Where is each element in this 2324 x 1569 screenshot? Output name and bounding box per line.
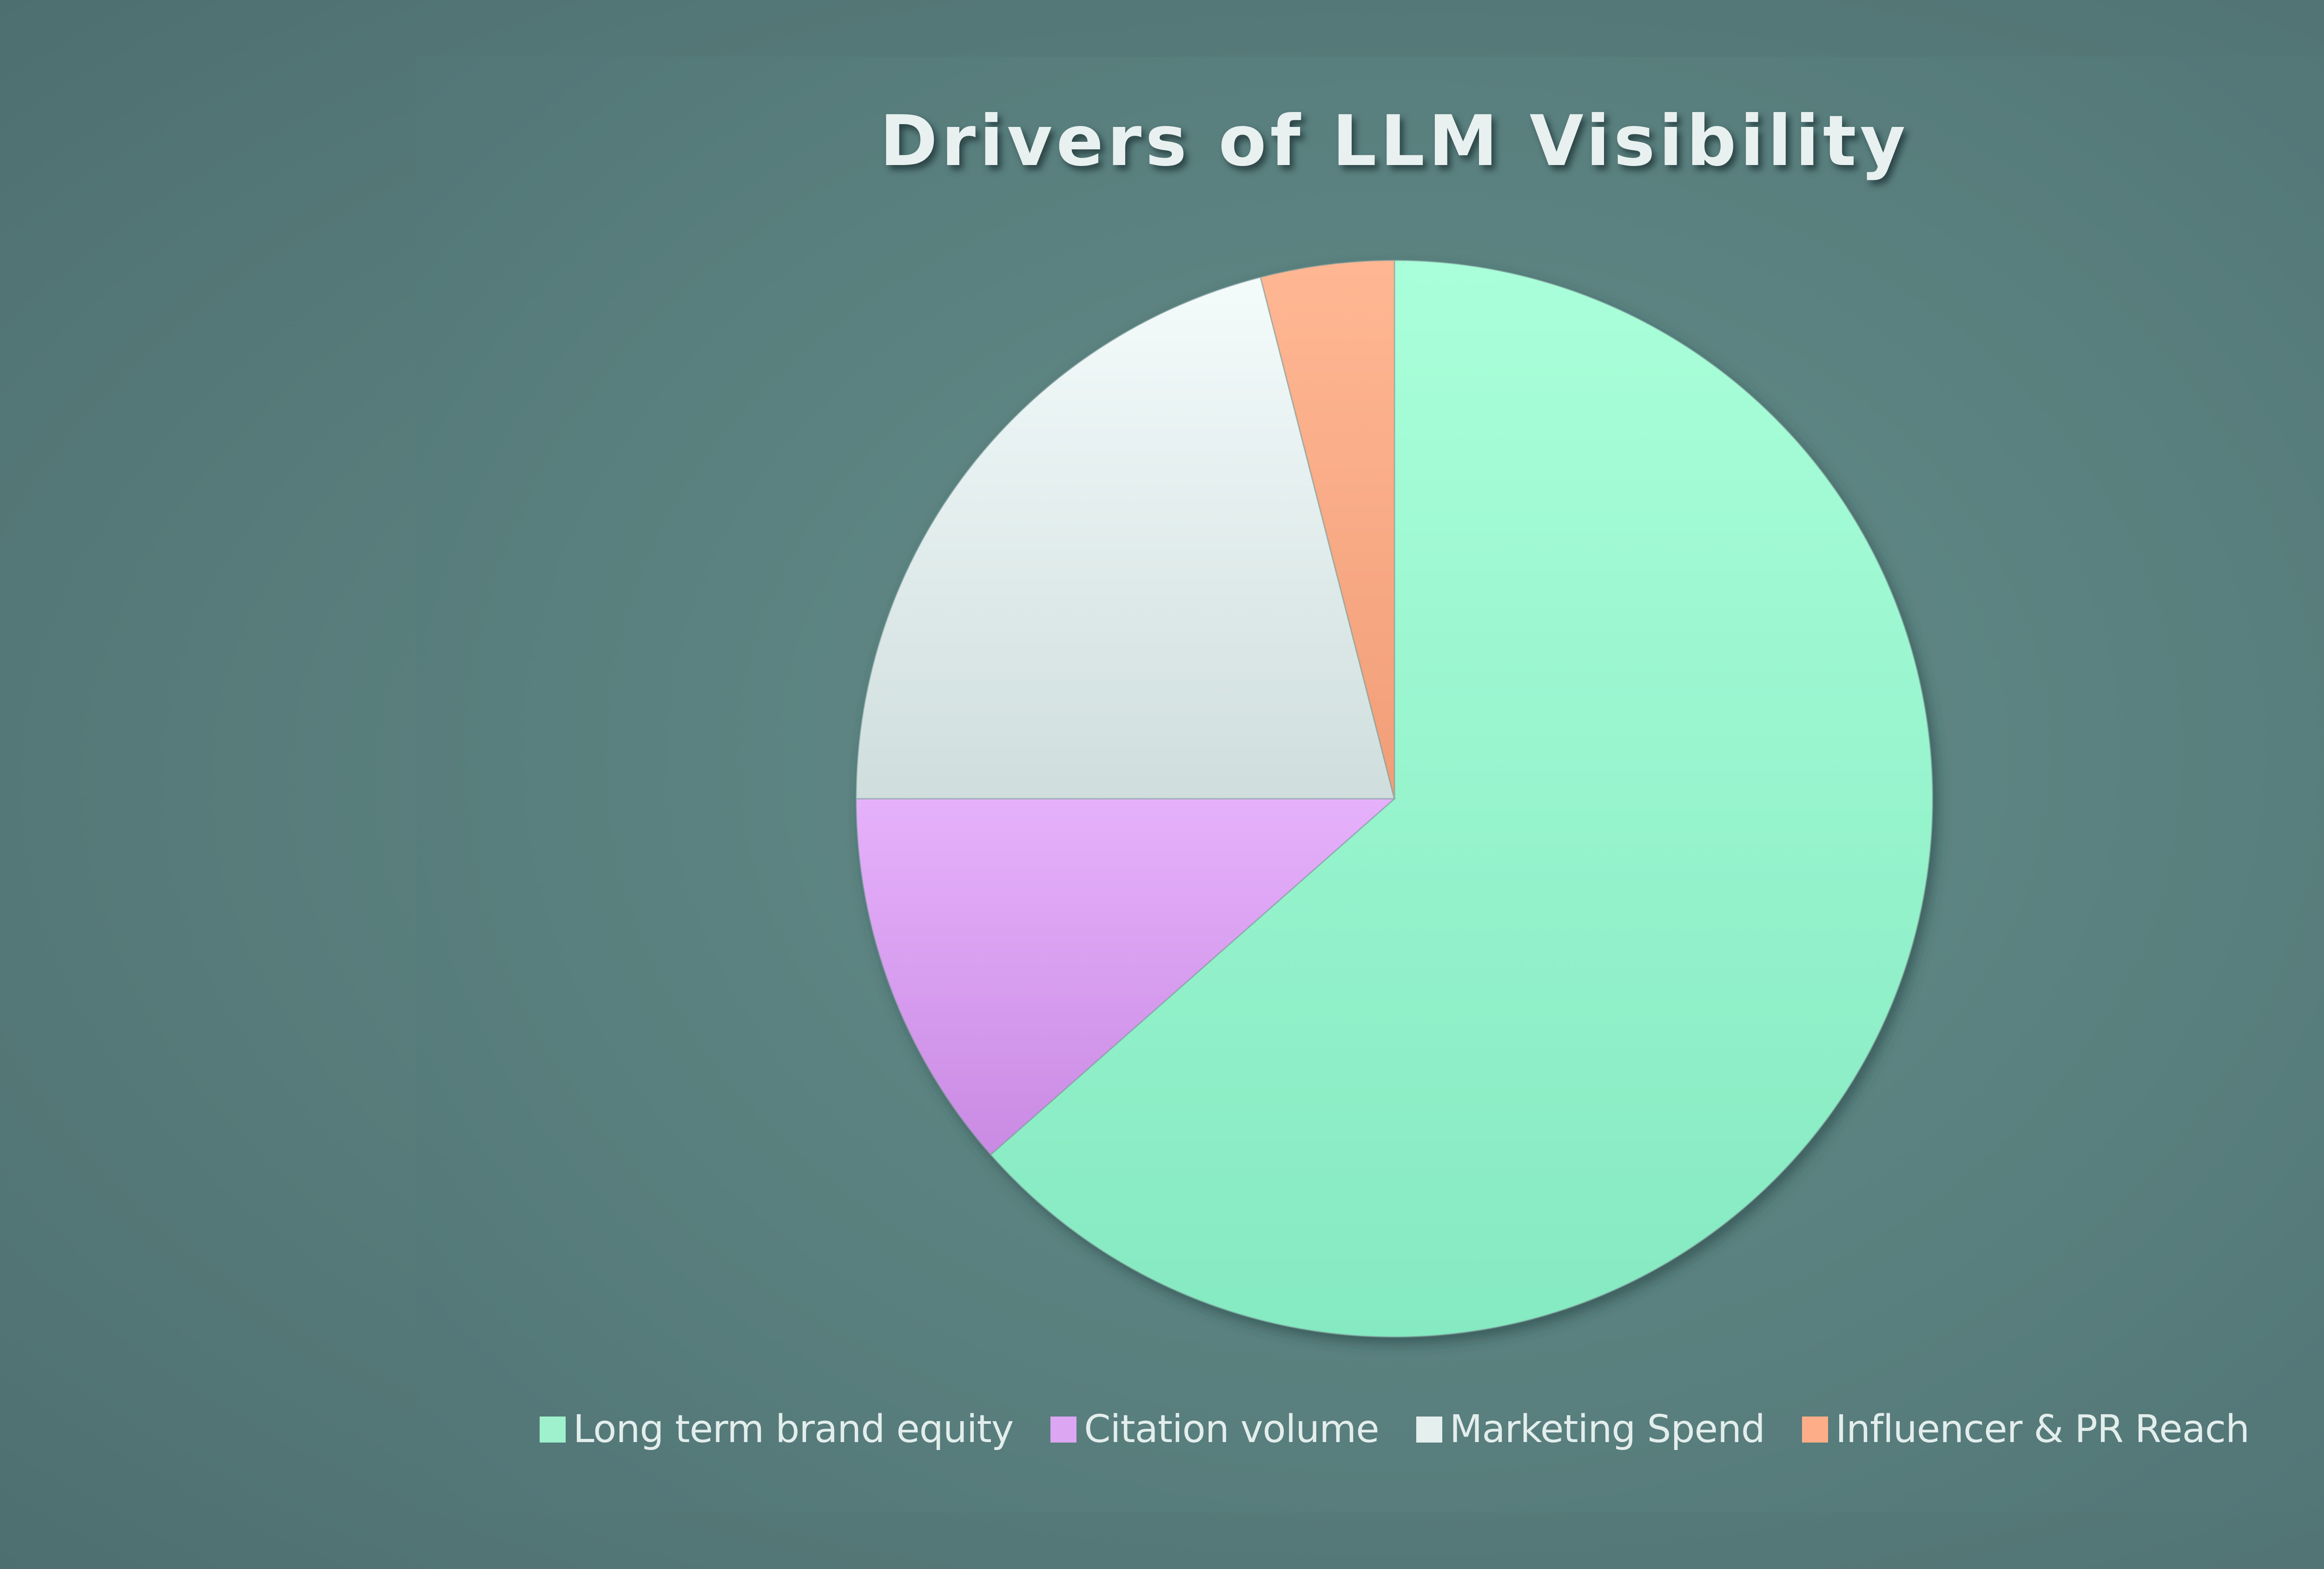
legend-label-citation-volume: Citation volume	[1084, 1407, 1379, 1451]
legend-swatch-influencer-pr-reach	[1802, 1416, 1828, 1443]
legend-swatch-marketing-spend	[1416, 1416, 1442, 1443]
legend-label-marketing-spend: Marketing Spend	[1449, 1407, 1765, 1451]
legend: Long term brand equity Citation volume M…	[416, 1407, 2324, 1451]
chart-title: Drivers of LLM Visibility	[879, 101, 1909, 182]
pie-slice-marketing-spend	[855, 276, 1395, 800]
legend-item-citation-volume: Citation volume	[1050, 1407, 1380, 1451]
pie-slice-influencer-pr-reach	[1260, 259, 1395, 799]
pie-slice-citation-volume	[855, 798, 1396, 1156]
legend-label-long-term-brand-equity: Long term brand equity	[573, 1407, 1014, 1451]
pie-slice-long-term-brand-equity	[990, 259, 1934, 1338]
legend-swatch-long-term-brand-equity	[539, 1416, 566, 1443]
legend-swatch-citation-volume	[1050, 1416, 1077, 1443]
pie-chart	[855, 259, 1934, 1338]
legend-item-long-term-brand-equity: Long term brand equity	[539, 1407, 1014, 1451]
legend-label-influencer-pr-reach: Influencer & PR Reach	[1835, 1407, 2250, 1451]
chart-area: Drivers of LLM Visibility	[416, 57, 2324, 1512]
legend-item-marketing-spend: Marketing Spend	[1416, 1407, 1765, 1451]
legend-item-influencer-pr-reach: Influencer & PR Reach	[1802, 1407, 2250, 1451]
